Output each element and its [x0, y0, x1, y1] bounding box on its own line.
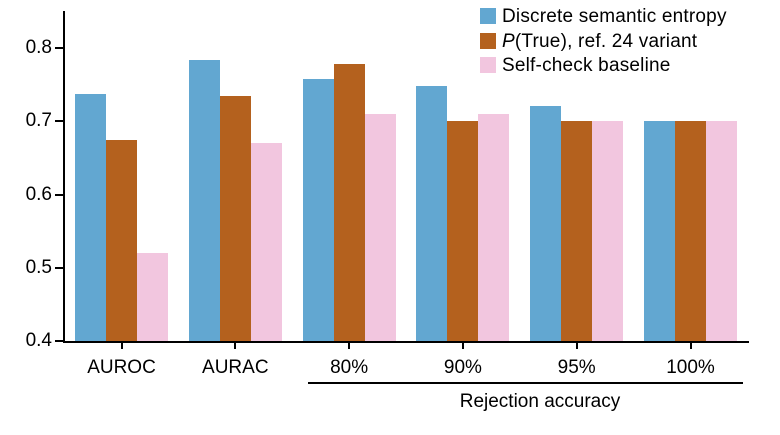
- bar-discrete-semantic-entropy-aurac: [188, 60, 220, 341]
- rejection-accuracy-bracket-line: [308, 382, 743, 384]
- legend-swatch-self-check-baseline: [480, 57, 496, 73]
- y-tick-label: 0.6: [25, 183, 52, 205]
- bar-discrete-semantic-entropy-100: [644, 121, 675, 341]
- bar-self-check-baseline-95: [592, 121, 624, 341]
- bar-p-true-ref-24-variant-auroc: [106, 140, 137, 341]
- bar-discrete-semantic-entropy-90: [416, 86, 448, 341]
- legend-italic-prefix: P: [502, 30, 515, 52]
- bar-p-true-ref-24-variant-80: [333, 64, 365, 341]
- legend-label-self-check-baseline: Self-check baseline: [502, 55, 671, 76]
- bar-self-check-baseline-100: [706, 121, 737, 341]
- y-axis-line: [63, 11, 65, 343]
- x-tick: [234, 343, 237, 349]
- legend-swatch-p-true-ref-24-variant: [480, 32, 496, 49]
- x-tick: [120, 343, 123, 349]
- x-tick-label-100: 100%: [666, 357, 715, 378]
- y-tick-label: 0.8: [25, 37, 52, 58]
- y-tick: [55, 120, 63, 123]
- rejection-accuracy-axis-label: Rejection accuracy: [459, 391, 621, 412]
- y-tick-label: 0.4: [25, 330, 52, 351]
- x-tick: [461, 343, 464, 349]
- x-tick-label-aurac: AURAC: [202, 357, 269, 378]
- y-tick-label: 0.7: [25, 110, 52, 132]
- y-tick-label: 0.5: [25, 256, 52, 278]
- x-axis-line: [63, 341, 749, 343]
- bar-self-check-baseline-aurac: [250, 143, 282, 341]
- bar-discrete-semantic-entropy-auroc: [75, 94, 106, 341]
- bar-p-true-ref-24-variant-aurac: [219, 95, 251, 341]
- x-tick-label-auroc: AUROC: [87, 357, 156, 378]
- x-tick: [348, 343, 351, 349]
- bar-p-true-ref-24-variant-100: [675, 121, 706, 341]
- bar-p-true-ref-24-variant-95: [561, 121, 593, 341]
- x-tick: [689, 343, 692, 349]
- y-tick: [55, 340, 63, 342]
- legend-label-discrete-semantic-entropy: Discrete semantic entropy: [502, 6, 727, 27]
- y-tick: [55, 193, 63, 196]
- legend-label-p-true-ref-24-variant: P(True), ref. 24 variant: [502, 30, 698, 52]
- x-tick-label-90: 90%: [443, 357, 482, 378]
- x-tick: [575, 343, 578, 349]
- legend-swatch-discrete-semantic-entropy: [480, 8, 496, 24]
- bar-self-check-baseline-auroc: [137, 253, 168, 341]
- x-tick-label-95: 95%: [557, 357, 596, 378]
- bar-self-check-baseline-80: [364, 113, 396, 341]
- bar-discrete-semantic-entropy-80: [302, 78, 334, 341]
- y-tick: [55, 266, 63, 269]
- x-tick-label-80: 80%: [330, 357, 369, 378]
- bar-self-check-baseline-90: [478, 113, 510, 341]
- y-tick: [55, 47, 63, 49]
- bar-discrete-semantic-entropy-95: [530, 105, 562, 341]
- bar-p-true-ref-24-variant-90: [447, 121, 479, 341]
